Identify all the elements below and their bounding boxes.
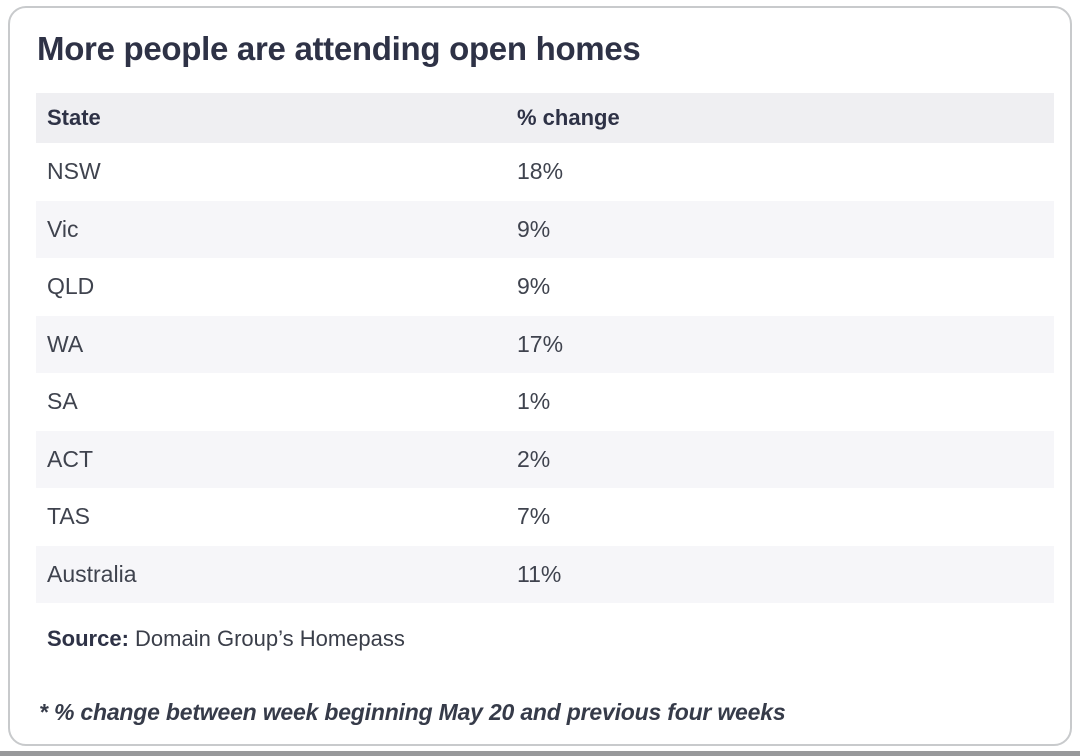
table-row: SA 1%: [36, 373, 1054, 431]
table-row: NSW 18%: [36, 143, 1054, 201]
change-cell: 9%: [517, 273, 551, 300]
source-line: Source: Domain Group’s Homepass: [47, 626, 1070, 652]
change-cell: 18%: [517, 158, 564, 185]
table-header-row: State % change: [36, 93, 1054, 143]
state-cell: TAS: [47, 503, 91, 530]
state-cell: Australia: [47, 560, 137, 587]
open-homes-table: State % change NSW 18% Vic 9% QLD 9% WA …: [36, 93, 1054, 603]
state-cell: ACT: [47, 445, 93, 472]
change-cell: 11%: [517, 560, 562, 587]
state-cell: WA: [47, 330, 84, 357]
table-row: WA 17%: [36, 315, 1054, 373]
state-cell: QLD: [47, 273, 95, 300]
table-row: Australia 11%: [36, 545, 1054, 603]
change-cell: 1%: [517, 388, 551, 415]
table-body: NSW 18% Vic 9% QLD 9% WA 17% SA 1% ACT 2…: [36, 143, 1054, 603]
change-cell: 7%: [517, 503, 551, 530]
state-cell: Vic: [47, 215, 79, 242]
source-text: Domain Group’s Homepass: [128, 626, 405, 651]
change-cell: 2%: [517, 445, 551, 472]
change-cell: 17%: [517, 330, 564, 357]
table-row: ACT 2%: [36, 430, 1054, 488]
table-row: QLD 9%: [36, 258, 1054, 316]
column-header-change: % change: [517, 105, 620, 130]
bottom-edge-bar: [0, 751, 1080, 756]
data-table-card: More people are attending open homes Sta…: [8, 6, 1072, 746]
table-row: TAS 7%: [36, 488, 1054, 546]
state-cell: SA: [47, 388, 78, 415]
change-cell: 9%: [517, 215, 551, 242]
column-header-state: State: [47, 105, 101, 130]
page-title: More people are attending open homes: [37, 30, 641, 67]
table-row: Vic 9%: [36, 200, 1054, 258]
state-cell: NSW: [47, 158, 101, 185]
footnote: * % change between week beginning May 20…: [39, 699, 786, 725]
source-label: Source:: [47, 626, 129, 651]
